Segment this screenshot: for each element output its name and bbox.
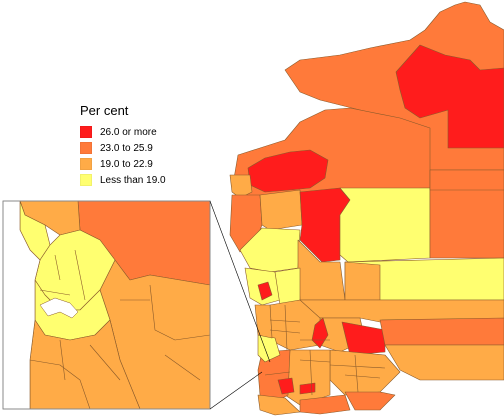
region-peel <box>254 304 273 339</box>
region-far-east <box>429 169 504 191</box>
legend-swatch <box>80 126 92 138</box>
map-legend: Per cent 26.0 or more 23.0 to 25.9 19.0 … <box>80 103 166 188</box>
connector-bottom <box>209 371 263 410</box>
connector-top <box>209 200 271 363</box>
legend-label: Less than 19.0 <box>100 174 166 186</box>
region-wiluna <box>344 261 381 301</box>
inset-connectors <box>209 200 271 410</box>
region-esperance <box>384 344 504 381</box>
region-east-pilbara <box>339 187 431 263</box>
region-great-sandy <box>429 187 504 259</box>
legend-swatch <box>80 158 92 170</box>
region-albany <box>257 394 301 416</box>
legend-label: 26.0 or more <box>100 126 157 138</box>
boundary-lines <box>264 304 386 396</box>
region-south-coast-2 <box>299 394 351 415</box>
region-wheatbelt-red <box>311 317 329 349</box>
swan-river <box>39 297 79 319</box>
legend-title: Per cent <box>80 103 129 118</box>
region-gascoyne-inner <box>259 189 303 231</box>
region-nullarbor <box>379 317 504 346</box>
region-south-west-red1 <box>277 377 295 395</box>
legend-item: Less than 19.0 <box>80 172 166 188</box>
region-south-coast-1 <box>344 391 396 411</box>
region-geraldton-red <box>257 281 273 301</box>
inset-frame <box>2 200 211 410</box>
region-south-west-red2 <box>299 382 316 395</box>
inset-boundary-lines <box>39 249 211 381</box>
region-pilbara-red <box>247 149 329 193</box>
legend-swatch <box>80 142 92 154</box>
perth-inset <box>2 200 211 410</box>
region-wheatbelt-east <box>329 349 401 396</box>
region-kimberley-north <box>395 44 504 149</box>
legend-item: 23.0 to 25.9 <box>80 140 166 156</box>
legend-label: 23.0 to 25.9 <box>100 142 153 154</box>
legend-label: 19.0 to 22.9 <box>100 158 153 170</box>
legend-swatch <box>80 174 92 186</box>
region-kalgoorlie-red <box>341 321 386 356</box>
legend-item: 19.0 to 22.9 <box>80 156 166 172</box>
region-great-southern <box>284 349 331 406</box>
legend-item: 26.0 or more <box>80 124 166 140</box>
mainland-regions <box>229 1 504 416</box>
